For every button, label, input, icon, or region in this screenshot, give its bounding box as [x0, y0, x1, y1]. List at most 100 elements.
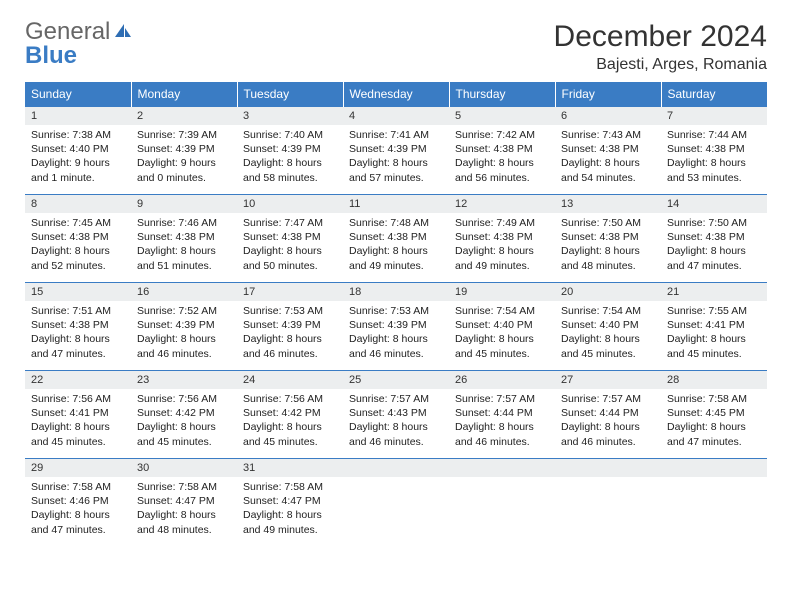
daylight-text: Daylight: 8 hours and 48 minutes. [561, 244, 655, 272]
day-number: 30 [131, 459, 237, 477]
day-number: 23 [131, 371, 237, 389]
sunrise-text: Sunrise: 7:40 AM [243, 128, 337, 142]
weekday-header-row: Sunday Monday Tuesday Wednesday Thursday… [25, 82, 767, 107]
daylight-text: Daylight: 9 hours and 0 minutes. [137, 156, 231, 184]
sunset-text: Sunset: 4:38 PM [561, 230, 655, 244]
day-body: Sunrise: 7:56 AMSunset: 4:41 PMDaylight:… [25, 389, 131, 455]
calendar-cell: 24Sunrise: 7:56 AMSunset: 4:42 PMDayligh… [237, 371, 343, 459]
day-number: 14 [661, 195, 767, 213]
daylight-text: Daylight: 8 hours and 48 minutes. [137, 508, 231, 536]
sunrise-text: Sunrise: 7:38 AM [31, 128, 125, 142]
calendar-cell: 9Sunrise: 7:46 AMSunset: 4:38 PMDaylight… [131, 195, 237, 283]
sunrise-text: Sunrise: 7:46 AM [137, 216, 231, 230]
calendar-cell [555, 459, 661, 547]
day-number-empty [343, 459, 449, 477]
daylight-text: Daylight: 8 hours and 50 minutes. [243, 244, 337, 272]
day-number: 29 [25, 459, 131, 477]
daylight-text: Daylight: 8 hours and 46 minutes. [349, 332, 443, 360]
sunset-text: Sunset: 4:39 PM [243, 318, 337, 332]
calendar-body: 1 Sunrise: 7:38 AM Sunset: 4:40 PM Daylight… [25, 107, 767, 547]
sunrise-text: Sunrise: 7:41 AM [349, 128, 443, 142]
weekday-header: Monday [131, 82, 237, 107]
sunset-text: Sunset: 4:40 PM [561, 318, 655, 332]
day-number: 19 [449, 283, 555, 301]
weekday-header: Tuesday [237, 82, 343, 107]
daylight-text: Daylight: 8 hours and 51 minutes. [137, 244, 231, 272]
daylight-text: Daylight: 8 hours and 46 minutes. [349, 420, 443, 448]
day-body: Sunrise: 7:58 AMSunset: 4:47 PMDaylight:… [131, 477, 237, 543]
day-number: 6 [555, 107, 661, 125]
sunrise-text: Sunrise: 7:54 AM [455, 304, 549, 318]
day-body: Sunrise: 7:54 AMSunset: 4:40 PMDaylight:… [449, 301, 555, 367]
sunset-text: Sunset: 4:46 PM [31, 494, 125, 508]
day-number-empty [555, 459, 661, 477]
sunset-text: Sunset: 4:42 PM [243, 406, 337, 420]
sunrise-text: Sunrise: 7:39 AM [137, 128, 231, 142]
calendar-cell: 19Sunrise: 7:54 AMSunset: 4:40 PMDayligh… [449, 283, 555, 371]
sunrise-text: Sunrise: 7:47 AM [243, 216, 337, 230]
sunset-text: Sunset: 4:38 PM [243, 230, 337, 244]
weekday-header: Thursday [449, 82, 555, 107]
daylight-text: Daylight: 8 hours and 46 minutes. [243, 332, 337, 360]
header: GeneralBlue December 2024 Bajesti, Arges… [25, 20, 767, 74]
day-body: Sunrise: 7:52 AMSunset: 4:39 PMDaylight:… [131, 301, 237, 367]
daylight-text: Daylight: 8 hours and 49 minutes. [243, 508, 337, 536]
daylight-text: Daylight: 8 hours and 45 minutes. [31, 420, 125, 448]
logo: GeneralBlue [25, 20, 134, 68]
sunrise-text: Sunrise: 7:48 AM [349, 216, 443, 230]
day-number: 15 [25, 283, 131, 301]
day-body: Sunrise: 7:54 AMSunset: 4:40 PMDaylight:… [555, 301, 661, 367]
sunset-text: Sunset: 4:38 PM [137, 230, 231, 244]
daylight-text: Daylight: 8 hours and 45 minutes. [455, 332, 549, 360]
calendar-cell: 10Sunrise: 7:47 AMSunset: 4:38 PMDayligh… [237, 195, 343, 283]
day-number: 12 [449, 195, 555, 213]
daylight-text: Daylight: 8 hours and 58 minutes. [243, 156, 337, 184]
day-number: 26 [449, 371, 555, 389]
day-number: 17 [237, 283, 343, 301]
calendar-row: 29 Sunrise: 7:58 AMSunset: 4:46 PM Dayligh… [25, 459, 767, 547]
day-body: Sunrise: 7:53 AMSunset: 4:39 PMDaylight:… [343, 301, 449, 367]
sunset-text: Sunset: 4:41 PM [31, 406, 125, 420]
day-body: Sunrise: 7:46 AMSunset: 4:38 PMDaylight:… [131, 213, 237, 279]
day-body: Sunrise: 7:47 AMSunset: 4:38 PMDaylight:… [237, 213, 343, 279]
day-body: Sunrise: 7:56 AMSunset: 4:42 PMDaylight:… [131, 389, 237, 455]
day-number-empty [449, 459, 555, 477]
sunrise-text: Sunrise: 7:58 AM [31, 480, 125, 494]
sunrise-text: Sunrise: 7:51 AM [31, 304, 125, 318]
day-number: 1 [25, 107, 131, 125]
day-body: Sunrise: 7:57 AMSunset: 4:44 PMDaylight:… [449, 389, 555, 455]
calendar-row: 15Sunrise: 7:51 AMSunset: 4:38 PMDayligh… [25, 283, 767, 371]
day-number: 13 [555, 195, 661, 213]
day-number: 28 [661, 371, 767, 389]
day-body: Sunrise: 7:49 AMSunset: 4:38 PMDaylight:… [449, 213, 555, 279]
daylight-text: Daylight: 8 hours and 45 minutes. [243, 420, 337, 448]
weekday-header: Friday [555, 82, 661, 107]
day-number: 8 [25, 195, 131, 213]
daylight-text: Daylight: 8 hours and 47 minutes. [667, 244, 761, 272]
day-number: 27 [555, 371, 661, 389]
title-block: December 2024 Bajesti, Arges, Romania [554, 20, 767, 74]
sunset-text: Sunset: 4:44 PM [455, 406, 549, 420]
daylight-text: Daylight: 8 hours and 49 minutes. [349, 244, 443, 272]
day-number: 3 [237, 107, 343, 125]
day-number: 4 [343, 107, 449, 125]
calendar-cell: 31Sunrise: 7:58 AMSunset: 4:47 PMDayligh… [237, 459, 343, 547]
calendar-cell: 12Sunrise: 7:49 AMSunset: 4:38 PMDayligh… [449, 195, 555, 283]
day-number: 18 [343, 283, 449, 301]
sunset-text: Sunset: 4:39 PM [349, 142, 443, 156]
calendar-cell: 14Sunrise: 7:50 AMSunset: 4:38 PMDayligh… [661, 195, 767, 283]
sunrise-text: Sunrise: 7:45 AM [31, 216, 125, 230]
day-number: 25 [343, 371, 449, 389]
calendar-cell: 4Sunrise: 7:41 AMSunset: 4:39 PMDaylight… [343, 107, 449, 195]
sunset-text: Sunset: 4:38 PM [561, 142, 655, 156]
location: Bajesti, Arges, Romania [554, 56, 767, 74]
calendar-cell: 8Sunrise: 7:45 AMSunset: 4:38 PMDaylight… [25, 195, 131, 283]
page-title: December 2024 [554, 20, 767, 54]
daylight-text: Daylight: 8 hours and 45 minutes. [137, 420, 231, 448]
sunset-text: Sunset: 4:45 PM [667, 406, 761, 420]
day-number: 31 [237, 459, 343, 477]
day-body: Sunrise: 7:51 AMSunset: 4:38 PMDaylight:… [25, 301, 131, 367]
calendar-cell: 23Sunrise: 7:56 AMSunset: 4:42 PMDayligh… [131, 371, 237, 459]
calendar-cell: 21Sunrise: 7:55 AMSunset: 4:41 PMDayligh… [661, 283, 767, 371]
calendar-cell: 18Sunrise: 7:53 AMSunset: 4:39 PMDayligh… [343, 283, 449, 371]
